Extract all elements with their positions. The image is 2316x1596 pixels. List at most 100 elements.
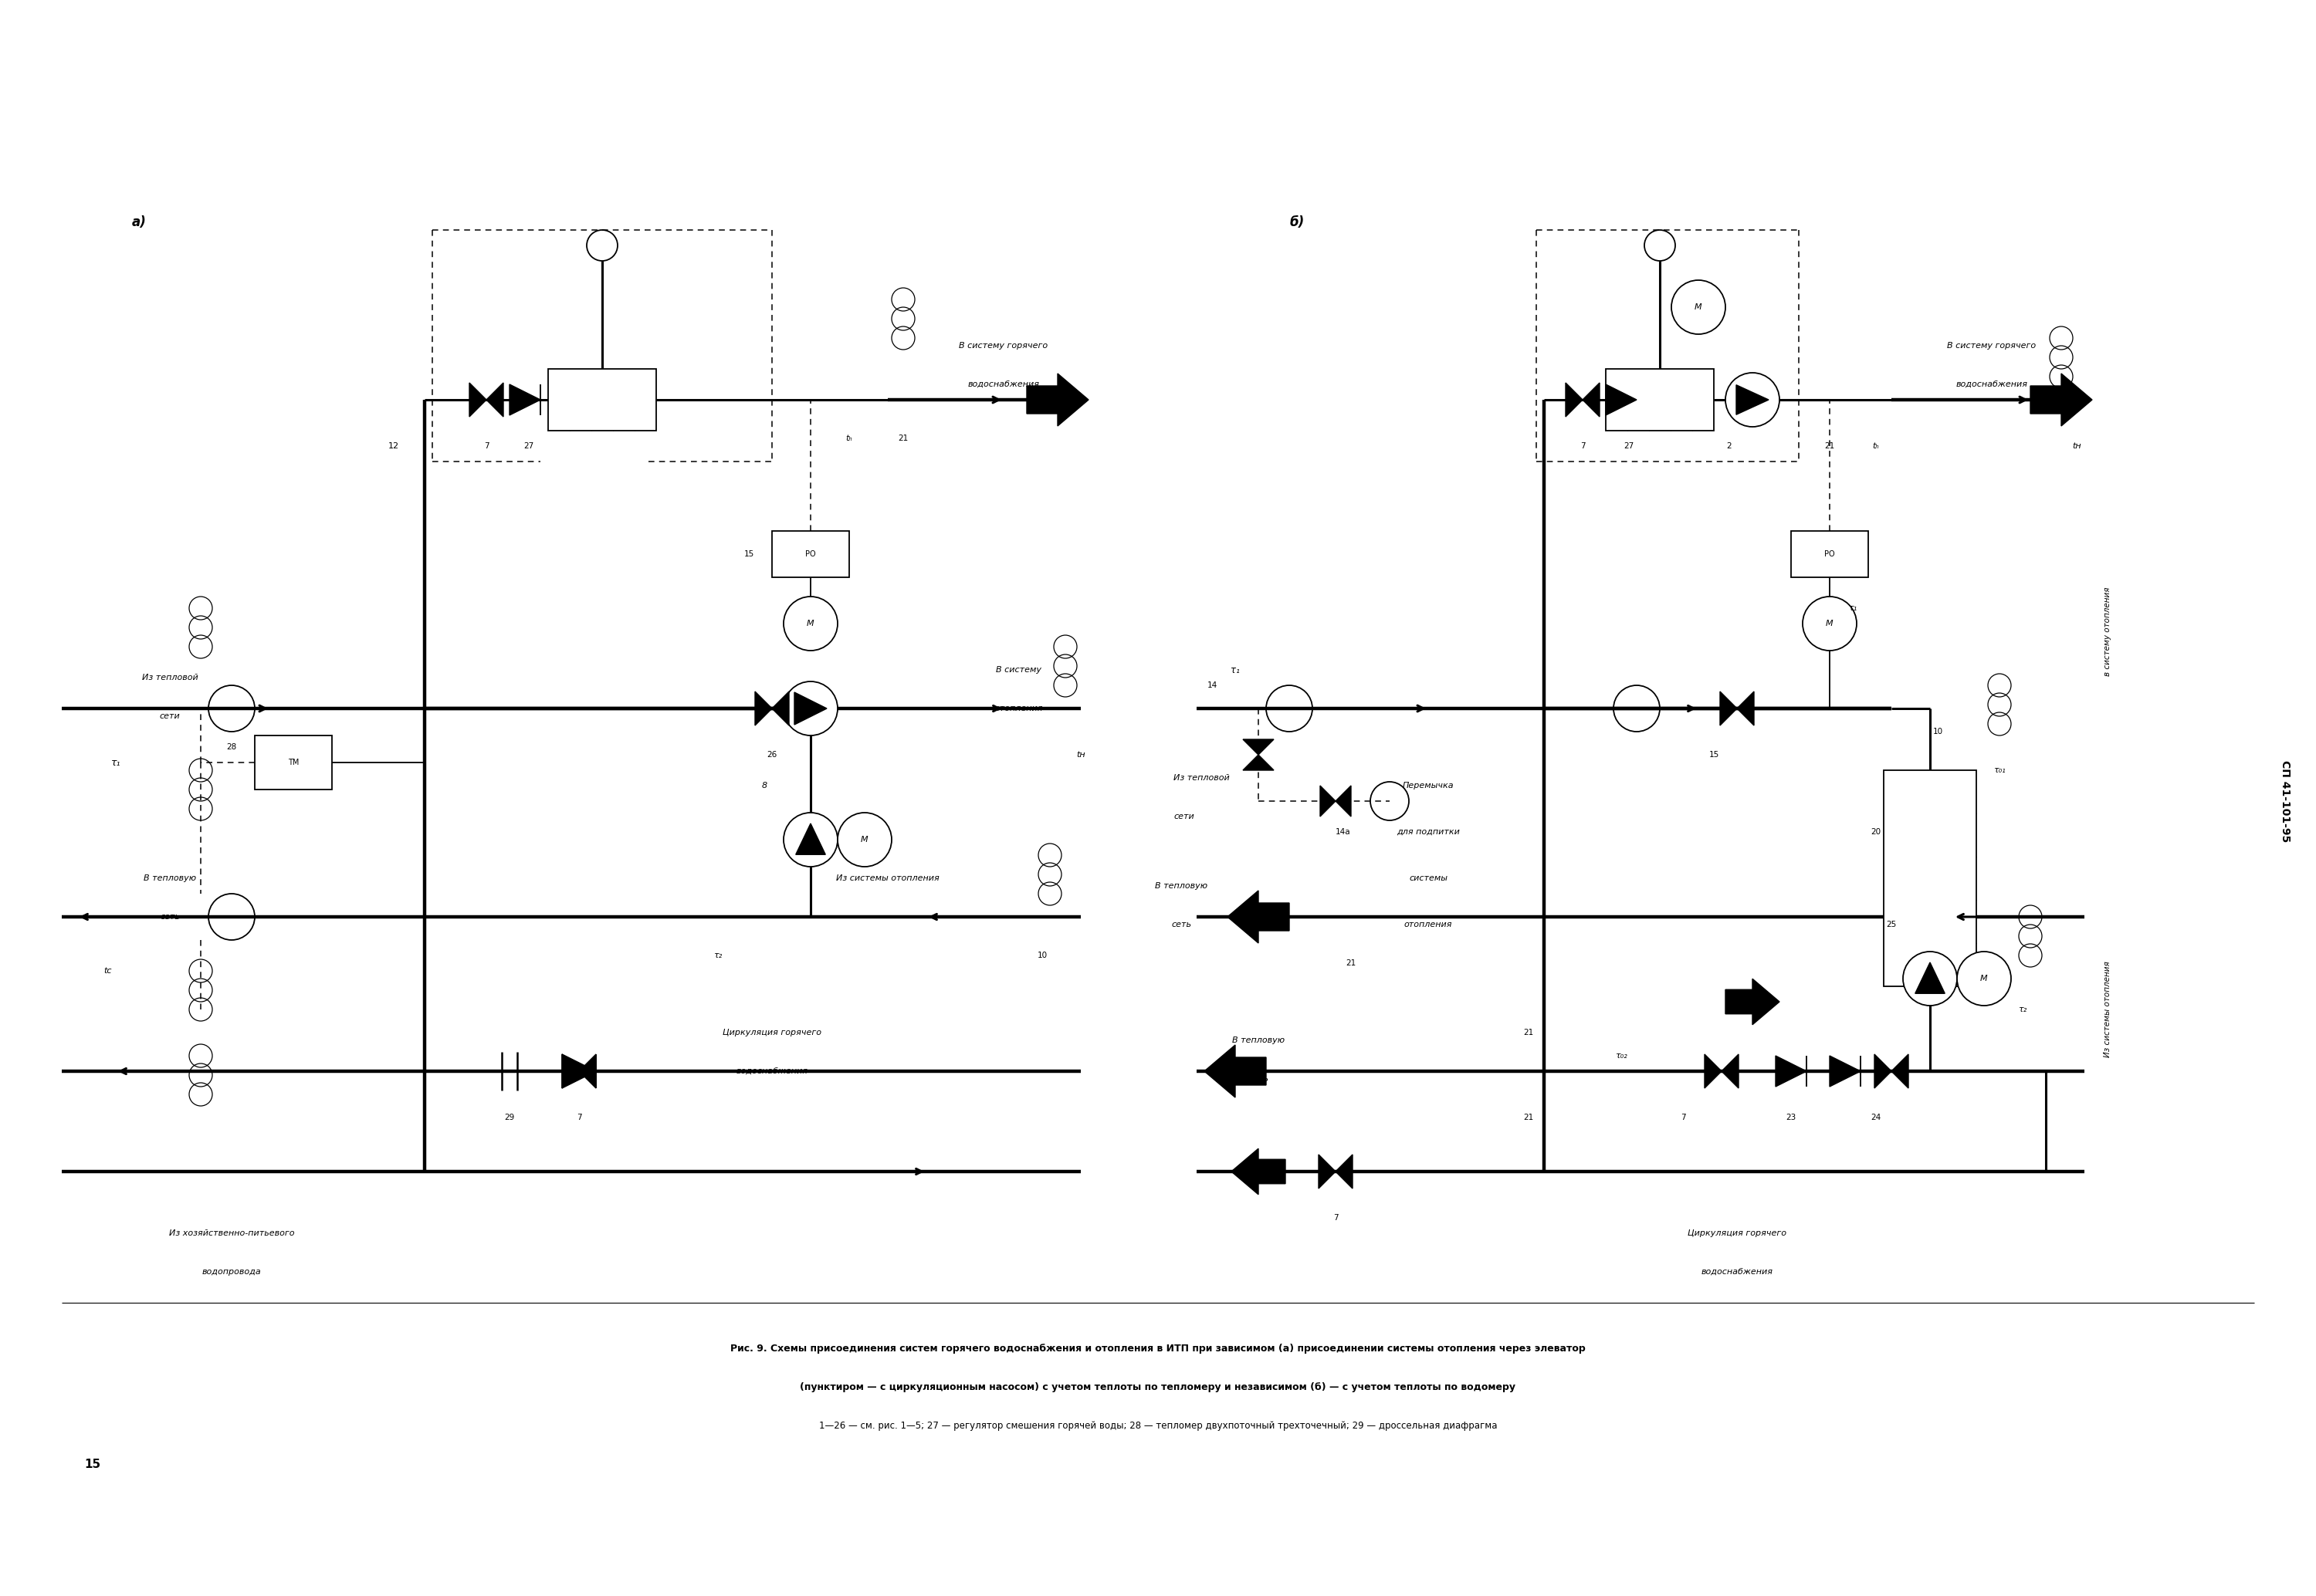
Polygon shape: [1566, 383, 1582, 417]
Text: 21: 21: [899, 434, 908, 442]
Text: Из системы отопления: Из системы отопления: [836, 875, 940, 883]
Text: 15: 15: [83, 1459, 102, 1470]
Text: tₕ: tₕ: [1874, 442, 1878, 450]
Polygon shape: [1605, 385, 1637, 415]
Text: ТМ: ТМ: [287, 758, 299, 766]
Text: Из тепловой: Из тепловой: [1174, 774, 1230, 782]
Polygon shape: [486, 383, 503, 417]
Text: 21: 21: [1524, 1114, 1533, 1122]
Circle shape: [1725, 373, 1779, 426]
Text: τ₀₂: τ₀₂: [1614, 1052, 1628, 1060]
Polygon shape: [2031, 373, 2091, 426]
Text: 14: 14: [1207, 681, 1218, 689]
Polygon shape: [1026, 373, 1089, 426]
Text: 21: 21: [1825, 442, 1834, 450]
Polygon shape: [1336, 785, 1350, 817]
Polygon shape: [1892, 1055, 1908, 1088]
Text: М: М: [1980, 975, 1987, 983]
Polygon shape: [563, 1055, 595, 1088]
Text: 7: 7: [1334, 1215, 1339, 1221]
Text: 8: 8: [762, 782, 767, 790]
Polygon shape: [1204, 1045, 1267, 1098]
Polygon shape: [1721, 1055, 1739, 1088]
Text: системы: системы: [1408, 875, 1448, 883]
Text: 27: 27: [1624, 442, 1635, 450]
Text: В систему: В систему: [996, 666, 1042, 674]
Bar: [1790, 531, 1869, 578]
Text: 10: 10: [1038, 951, 1047, 959]
Text: В тепловую: В тепловую: [1232, 1036, 1285, 1044]
Text: 14а: 14а: [1336, 828, 1350, 836]
Polygon shape: [1725, 978, 1779, 1025]
Text: РО: РО: [1825, 551, 1834, 559]
Text: 25: 25: [1885, 921, 1897, 929]
Circle shape: [1957, 951, 2010, 1005]
Text: τ₁: τ₁: [111, 758, 120, 768]
Bar: [549, 369, 655, 431]
Text: 1—26 — см. рис. 1—5; 27 — регулятор смешения горячей воды; 28 — тепломер двухпот: 1—26 — см. рис. 1—5; 27 — регулятор смеш…: [820, 1420, 1496, 1432]
Text: 7: 7: [577, 1114, 581, 1122]
Polygon shape: [1776, 1057, 1806, 1087]
Text: В систему горячего: В систему горячего: [959, 342, 1049, 350]
Text: Циркуляция горячего: Циркуляция горячего: [1688, 1229, 1786, 1237]
Text: 12: 12: [389, 442, 398, 450]
Bar: [255, 736, 331, 790]
Polygon shape: [563, 1055, 579, 1088]
Text: 20: 20: [1871, 828, 1881, 836]
Polygon shape: [755, 691, 771, 726]
Bar: [1883, 771, 1976, 986]
Text: В тепловую: В тепловую: [1156, 883, 1207, 891]
Polygon shape: [1737, 691, 1753, 726]
Text: СП 41-101-95: СП 41-101-95: [2279, 760, 2291, 843]
Text: Из тепловой: Из тепловой: [141, 674, 197, 681]
Polygon shape: [1582, 383, 1600, 417]
Text: водоснабжения: водоснабжения: [1955, 380, 2029, 388]
Text: М: М: [806, 619, 815, 627]
Polygon shape: [1721, 691, 1737, 726]
Polygon shape: [1915, 962, 1945, 993]
Text: 21: 21: [1524, 1029, 1533, 1036]
Text: водопровода: водопровода: [201, 1267, 262, 1275]
Text: 23: 23: [1786, 1114, 1797, 1122]
Polygon shape: [771, 691, 790, 726]
Text: а): а): [132, 215, 146, 230]
Polygon shape: [1232, 1149, 1285, 1194]
Text: tн: tн: [2073, 442, 2082, 450]
Text: 7: 7: [1681, 1114, 1686, 1122]
Text: сеть: сеть: [160, 913, 181, 921]
Text: (пунктиром — с циркуляционным насосом) с учетом теплоты по тепломеру и независим: (пунктиром — с циркуляционным насосом) с…: [801, 1382, 1515, 1393]
Text: для подпитки: для подпитки: [1397, 828, 1459, 836]
Text: в систему отопления: в систему отопления: [2103, 587, 2112, 675]
Text: 27: 27: [523, 442, 535, 450]
Text: 26: 26: [767, 752, 778, 758]
Text: сеть: сеть: [1172, 921, 1190, 929]
Text: В тепловую: В тепловую: [144, 875, 197, 883]
Text: 28: 28: [227, 744, 236, 752]
Text: водоснабжения: водоснабжения: [1700, 1267, 1774, 1275]
Text: отопления: отопления: [1403, 921, 1452, 929]
Text: Перемычка: Перемычка: [1403, 782, 1454, 790]
Text: τ₁: τ₁: [1230, 666, 1239, 675]
Polygon shape: [470, 383, 486, 417]
Text: 15: 15: [743, 551, 755, 559]
Polygon shape: [1244, 755, 1274, 771]
Text: τ₁: τ₁: [1848, 605, 1857, 611]
Circle shape: [783, 681, 838, 736]
Circle shape: [1672, 281, 1725, 334]
Text: τ₂: τ₂: [2017, 1005, 2026, 1013]
Polygon shape: [510, 385, 540, 415]
Polygon shape: [1244, 739, 1274, 755]
Text: tн: tн: [1077, 752, 1086, 758]
Text: водоснабжения: водоснабжения: [968, 380, 1040, 388]
Polygon shape: [1830, 1057, 1860, 1087]
Text: τ₂: τ₂: [713, 951, 723, 959]
Text: М: М: [1825, 619, 1834, 627]
Text: Из хозяйственно-питьевого: Из хозяйственно-питьевого: [169, 1229, 294, 1237]
Circle shape: [1904, 951, 1957, 1005]
Text: отопления: отопления: [996, 704, 1042, 712]
Text: 15: 15: [1709, 752, 1718, 758]
Text: М: М: [1695, 303, 1702, 311]
Polygon shape: [1320, 785, 1336, 817]
Text: 7: 7: [1580, 442, 1584, 450]
Text: В систему горячего: В систему горячего: [1948, 342, 2036, 350]
